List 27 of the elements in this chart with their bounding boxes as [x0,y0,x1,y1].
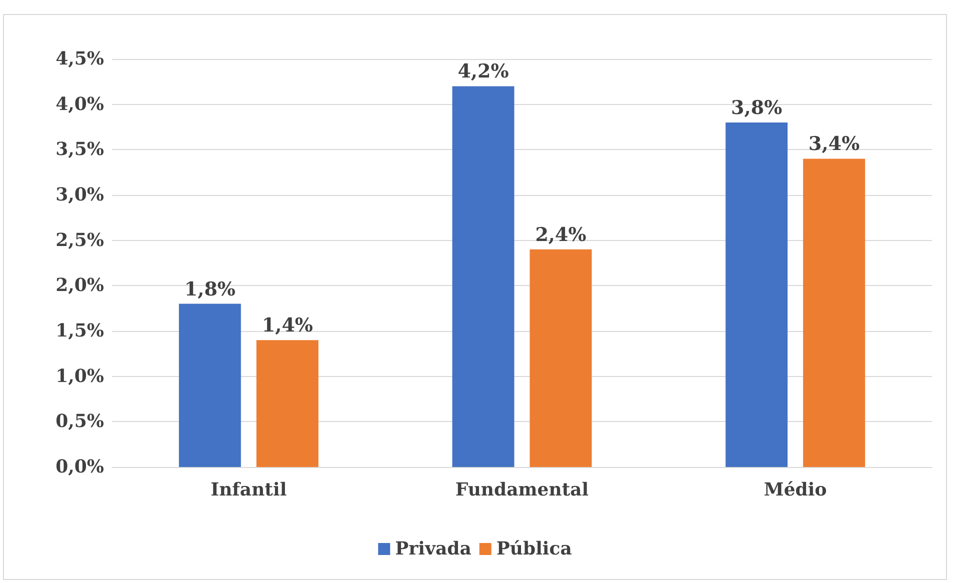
y-tick-label: 0,5% [56,411,104,432]
bar [803,158,866,467]
y-tick-label: 1,0% [56,366,104,387]
data-label: 2,4% [535,224,586,246]
data-label: 1,8% [184,278,236,300]
x-tick-label: Médio [764,480,827,500]
bar [530,249,592,467]
x-tick-label: Infantil [210,480,287,500]
y-tick-label: 4,5% [56,48,104,70]
data-label: 1,4% [262,314,313,337]
legend-label: Pública [496,538,572,560]
data-label: 3,4% [808,133,860,156]
bar [256,340,318,467]
y-tick-label: 1,5% [56,320,104,342]
y-tick-label: 2,5% [56,230,104,251]
y-tick-label: 3,0% [56,184,104,206]
data-label: 3,8% [731,96,782,119]
data-label: 4,2% [458,60,509,83]
bar [178,304,241,467]
legend-label: Privada [395,538,472,560]
y-tick-label: 3,5% [56,139,104,160]
x-tick-label: Fundamental [455,480,589,500]
bar [726,122,788,467]
y-tick-label: 0,0% [56,456,104,478]
bar [452,86,514,467]
y-tick-label: 4,0% [56,94,104,115]
y-tick-label: 2,0% [56,275,104,296]
